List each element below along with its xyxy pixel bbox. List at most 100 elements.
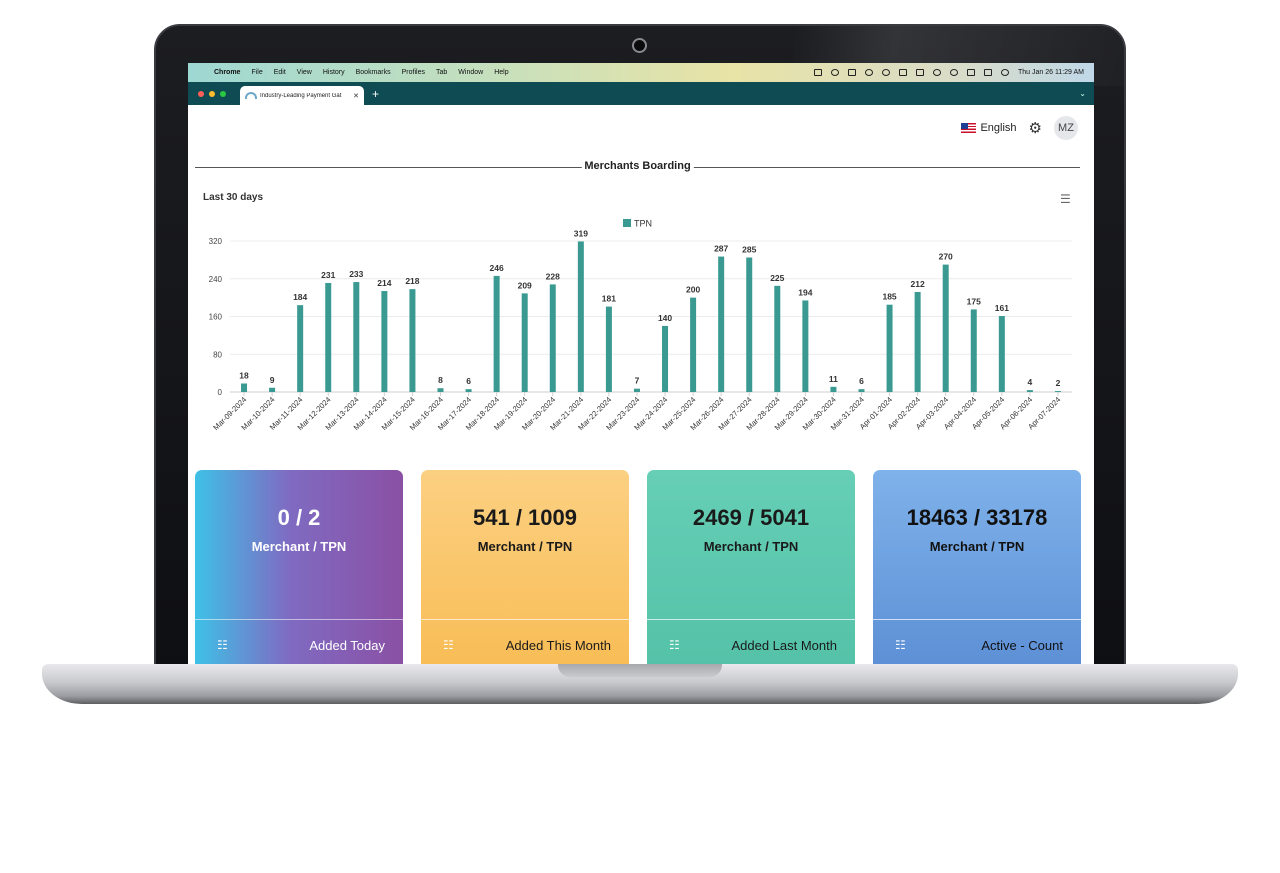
- bar: [886, 304, 893, 392]
- card-footer[interactable]: ☷ Active - Count: [873, 619, 1081, 664]
- data-label: 11: [829, 374, 838, 384]
- bar: [605, 306, 612, 392]
- menu-bookmarks[interactable]: Bookmarks: [355, 69, 391, 76]
- card-caption: Merchant / TPN: [251, 539, 347, 554]
- bar: [437, 388, 444, 392]
- card-value-text: 18463 / 33178: [906, 505, 1048, 530]
- data-label: 4: [1028, 377, 1033, 387]
- data-label: 140: [658, 313, 672, 323]
- bar: [662, 325, 669, 392]
- bar: [493, 275, 500, 392]
- bar: [1026, 390, 1033, 392]
- menu-edit[interactable]: Edit: [273, 69, 286, 76]
- top-toolbar: English ⚙ MZ: [961, 116, 1078, 140]
- tab-search-chevron-icon[interactable]: ⌄: [1079, 89, 1086, 98]
- tab-close-icon[interactable]: ✕: [353, 92, 359, 100]
- card-footer[interactable]: ☷ Added This Month: [421, 619, 629, 664]
- menu-profiles[interactable]: Profiles: [401, 69, 425, 76]
- avatar[interactable]: MZ: [1054, 116, 1078, 140]
- card-footer-label: Added Today: [309, 637, 385, 653]
- volume-icon[interactable]: [966, 69, 975, 76]
- display-icon[interactable]: [847, 69, 856, 76]
- menu-help[interactable]: Help: [494, 69, 509, 76]
- card-caption: Merchant / TPN: [929, 539, 1025, 554]
- card-footer-label: Active - Count: [981, 637, 1063, 653]
- bar: [942, 264, 949, 392]
- minimize-window-button[interactable]: [209, 90, 215, 97]
- clock-icon[interactable]: [881, 69, 890, 76]
- data-label: 225: [770, 273, 784, 283]
- data-label: 161: [995, 303, 1009, 313]
- card-footer-label: Added This Month: [505, 637, 611, 653]
- menu-tab[interactable]: Tab: [435, 69, 448, 76]
- webcam-icon: [632, 38, 647, 53]
- y-tick-label: 240: [209, 275, 223, 284]
- data-label: 194: [798, 287, 812, 297]
- search-icon[interactable]: [949, 69, 958, 76]
- laptop-notch: [558, 664, 722, 677]
- bar: [353, 282, 360, 392]
- close-window-button[interactable]: [198, 90, 204, 97]
- data-label: 287: [714, 244, 728, 254]
- card-footer[interactable]: ☷ Added Last Month: [647, 619, 855, 664]
- menubar-clock[interactable]: Thu Jan 26 11:29 AM: [1017, 69, 1084, 76]
- bar: [970, 309, 977, 392]
- menu-history[interactable]: History: [322, 69, 345, 76]
- card-active-count: 18463 / 33178 Merchant / TPN ☷ Active - …: [873, 470, 1081, 664]
- new-tab-button[interactable]: +: [372, 86, 380, 101]
- menu-chrome[interactable]: Chrome: [214, 69, 241, 76]
- menu-view[interactable]: View: [296, 69, 312, 76]
- keyboard-icon[interactable]: [898, 69, 907, 76]
- chart-menu-icon[interactable]: ☰: [1060, 192, 1071, 206]
- bar: [774, 285, 781, 392]
- siri-icon[interactable]: [1000, 69, 1009, 76]
- menu-window[interactable]: Window: [458, 69, 484, 76]
- chart-title: Last 30 days: [203, 192, 264, 203]
- data-label: 6: [859, 376, 864, 386]
- legend-swatch: [623, 219, 631, 227]
- card-value: 2469 / 5041 Merchant / TPN: [647, 504, 855, 560]
- app-status-icon[interactable]: [830, 69, 839, 76]
- card-footer[interactable]: ☷ Added Today: [195, 619, 403, 664]
- data-label: 200: [686, 285, 700, 295]
- menu-file[interactable]: File: [251, 69, 263, 76]
- screen-share-icon[interactable]: [813, 69, 822, 76]
- gear-icon[interactable]: ⚙: [1028, 120, 1042, 137]
- card-caption: Merchant / TPN: [703, 539, 799, 554]
- data-label: 231: [321, 270, 335, 280]
- data-label: 185: [882, 292, 896, 302]
- data-label: 8: [438, 375, 443, 385]
- window-controls: [198, 90, 226, 97]
- bar: [521, 293, 528, 392]
- control-center-icon[interactable]: [983, 69, 992, 76]
- data-label: 209: [518, 280, 532, 290]
- card-added-this-month: 541 / 1009 Merchant / TPN ☷ Added This M…: [421, 470, 629, 664]
- bar: [465, 389, 472, 392]
- card-value-text: 541 / 1009: [473, 505, 577, 530]
- data-label: 233: [349, 269, 363, 279]
- data-label: 218: [405, 276, 419, 286]
- data-label: 270: [939, 252, 953, 262]
- data-label: 212: [911, 279, 925, 289]
- browser-tab-active[interactable]: Industry-Leading Payment Gat ✕: [240, 86, 364, 105]
- language-selector[interactable]: English: [961, 122, 1017, 134]
- bar: [998, 316, 1005, 392]
- data-label: 9: [270, 375, 275, 385]
- wifi-icon[interactable]: [932, 69, 941, 76]
- battery-icon[interactable]: [915, 69, 924, 76]
- data-label: 246: [490, 263, 504, 273]
- y-tick-label: 320: [209, 237, 223, 246]
- bar: [746, 257, 753, 392]
- data-label: 228: [546, 271, 560, 281]
- zoom-window-button[interactable]: [220, 90, 226, 97]
- bar: [690, 297, 697, 392]
- bar: [858, 389, 865, 392]
- bar: [325, 282, 332, 392]
- y-tick-label: 0: [218, 388, 223, 397]
- card-value: 541 / 1009 Merchant / TPN: [421, 504, 629, 560]
- dashboard: English ⚙ MZ Merchants Boarding Last 30 …: [188, 105, 1094, 664]
- card-value: 0 / 2 Merchant / TPN: [195, 504, 403, 560]
- card-footer-label: Added Last Month: [731, 637, 837, 653]
- bar: [269, 387, 276, 392]
- shield-icon[interactable]: [864, 69, 873, 76]
